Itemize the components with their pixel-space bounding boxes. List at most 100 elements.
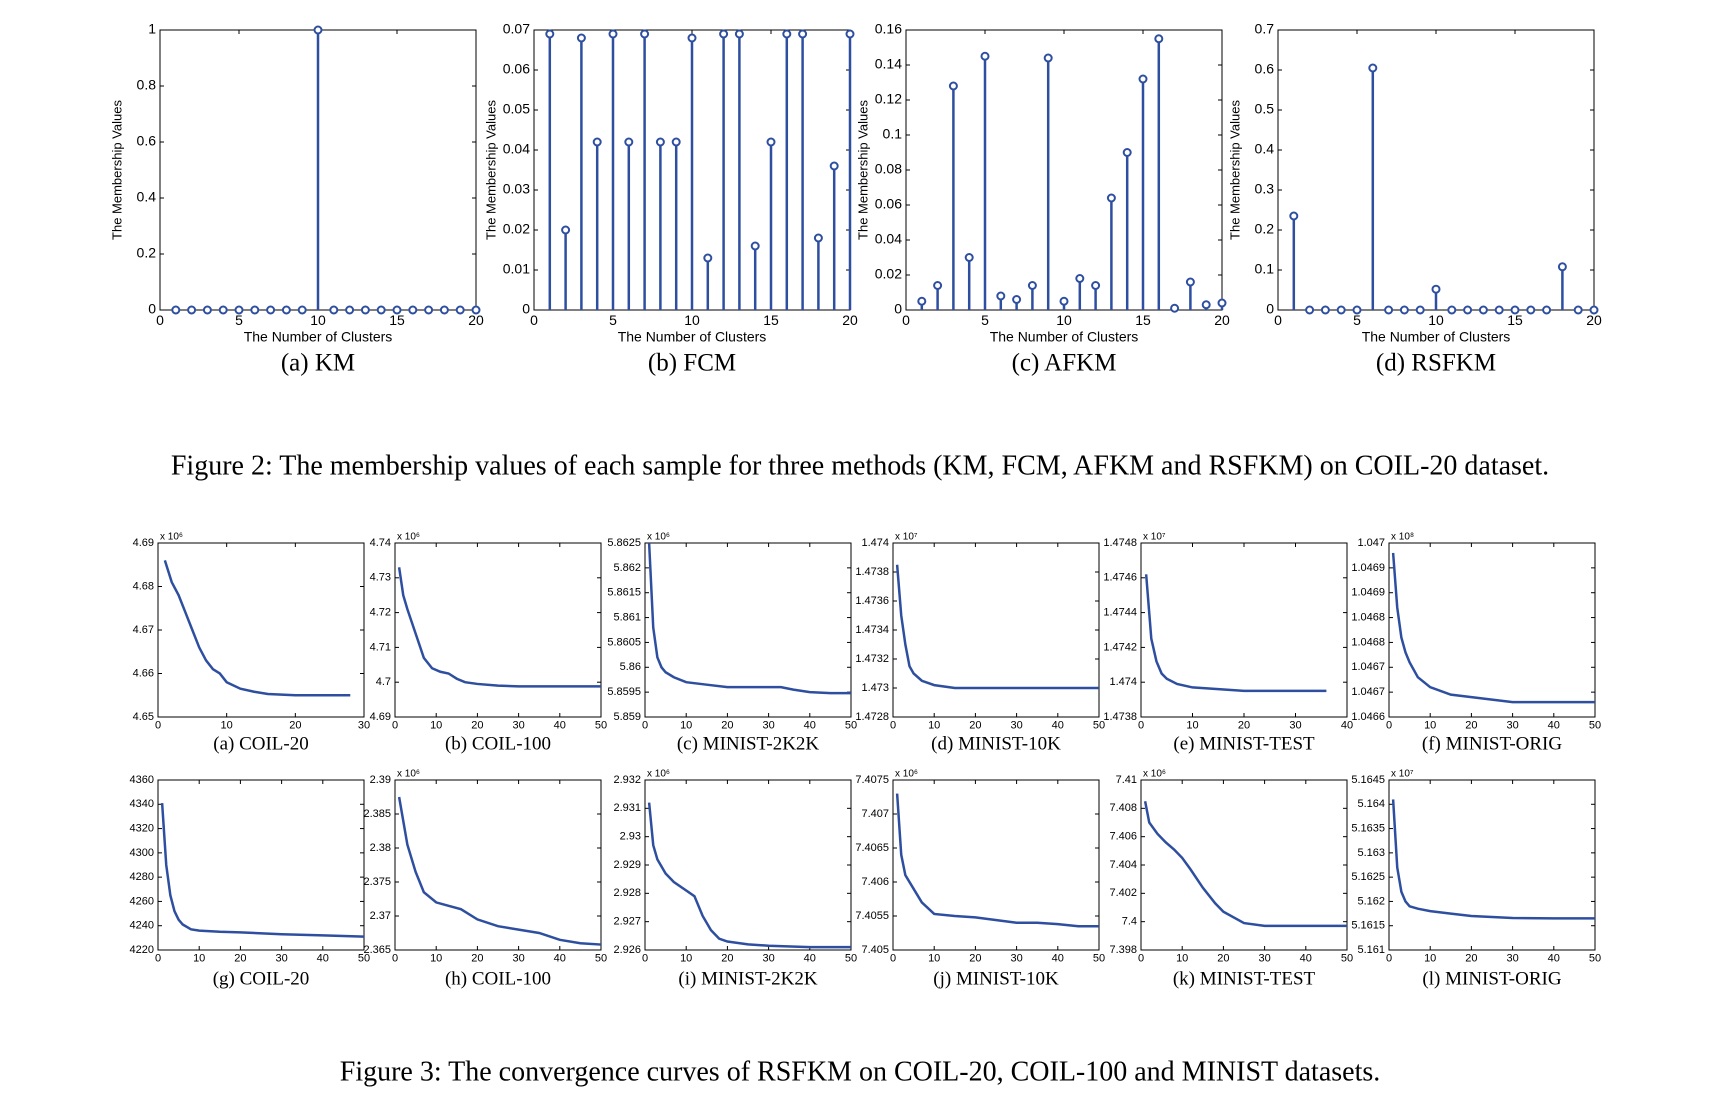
y-multiplier: x 10⁶ [895, 769, 918, 780]
stem-marker [1305, 305, 1315, 315]
y-tick-label: 0.1 [883, 126, 903, 142]
x-tick-label: 15 [1135, 312, 1151, 328]
y-multiplier: x 10⁶ [647, 769, 670, 780]
stem-marker [545, 29, 555, 39]
y-tick-label: 0.07 [503, 21, 530, 37]
stem-marker [392, 305, 402, 315]
y-tick-label: 5.8615 [607, 587, 641, 599]
stem-marker [281, 305, 291, 315]
y-tick-label: 5.859 [613, 711, 641, 723]
chart-caption: (k) MINIST-TEST [1173, 968, 1316, 989]
stem-marker [917, 296, 927, 306]
x-tick-label: 10 [430, 720, 442, 732]
x-tick-label: 40 [1300, 953, 1312, 965]
y-tick-label: 2.39 [370, 774, 391, 786]
y-tick-label: 4.72 [370, 607, 391, 619]
y-tick-label: 5.162 [1357, 895, 1385, 907]
x-tick-label: 20 [969, 953, 981, 965]
axes-box [892, 542, 1100, 718]
x-tick-label: 30 [512, 720, 524, 732]
stem-marker [655, 137, 665, 147]
y-tick-label: 0.01 [503, 261, 530, 277]
x-tick-label: 30 [512, 953, 524, 965]
stem-marker [1384, 305, 1394, 315]
axes-box [394, 779, 602, 951]
stem-marker [1106, 193, 1116, 203]
x-tick-label: 40 [317, 953, 329, 965]
x-tick-label: 30 [1289, 720, 1301, 732]
x-tick-label: 50 [595, 953, 607, 965]
x-tick-label: 20 [1586, 312, 1602, 328]
chart-caption: (i) MINIST-2K2K [678, 968, 817, 989]
y-multiplier: x 10⁸ [1391, 532, 1414, 543]
stem-marker [1185, 277, 1195, 287]
stem-marker [964, 253, 974, 262]
y-tick-label: 5.1645 [1351, 774, 1385, 786]
y-tick-label: 4.69 [133, 537, 154, 549]
x-tick-label: 20 [1465, 953, 1477, 965]
curve [647, 802, 851, 949]
y-tick-label: 4340 [130, 798, 154, 810]
chart-caption: (b) FCM [648, 350, 736, 377]
x-tick-label: 5 [981, 312, 989, 328]
y-tick-label: 0.6 [137, 133, 157, 149]
y-tick-label: 4.69 [370, 711, 391, 723]
y-tick-label: 0.08 [875, 161, 902, 177]
y-tick-label: 2.932 [613, 774, 641, 786]
y-tick-label: 5.8625 [607, 537, 641, 549]
y-tick-label: 1.0468 [1351, 636, 1385, 648]
y-tick-label: 4.68 [133, 580, 154, 592]
y-tick-label: 0 [522, 301, 530, 317]
stem-marker [313, 25, 323, 35]
x-tick-label: 0 [1138, 953, 1144, 965]
x-tick-label: 10 [221, 720, 233, 732]
y-tick-label: 7.41 [1116, 774, 1137, 786]
y-tick-label: 1.4746 [1103, 572, 1137, 584]
curve [895, 564, 1099, 690]
y-tick-label: 4300 [130, 847, 154, 859]
stem-marker [1336, 305, 1346, 315]
stem-marker [1170, 303, 1180, 313]
y-tick-label: 0.06 [875, 196, 902, 212]
y-tick-label: 1.4732 [855, 653, 889, 665]
x-tick-label: 15 [763, 312, 779, 328]
stem-marker [171, 305, 181, 315]
x-tick-label: 0 [155, 720, 161, 732]
x-tick-label: 30 [1010, 720, 1022, 732]
y-tick-label: 0.04 [503, 141, 530, 157]
y-tick-label: 4.74 [370, 537, 391, 549]
stem-marker [424, 305, 434, 315]
stem-marker [640, 29, 650, 39]
y-tick-label: 7.406 [1109, 831, 1137, 843]
y-tick-label: 5.862 [613, 562, 641, 574]
stem-marker [266, 305, 276, 315]
x-tick-label: 50 [1341, 953, 1353, 965]
y-multiplier: x 10⁶ [397, 769, 420, 780]
stem-marker [1494, 305, 1504, 315]
y-tick-label: 5.164 [1357, 798, 1385, 810]
y-tick-label: 5.861 [613, 611, 641, 623]
x-tick-label: 0 [902, 312, 910, 328]
curve [163, 560, 351, 697]
stem-marker [1478, 305, 1488, 315]
x-tick-label: 0 [155, 953, 161, 965]
x-tick-label: 20 [1465, 720, 1477, 732]
y-tick-label: 5.1625 [1351, 871, 1385, 883]
chart-caption: (b) COIL-100 [445, 733, 551, 754]
x-tick-label: 10 [680, 720, 692, 732]
stem-marker [576, 33, 586, 43]
stem-marker [719, 29, 729, 39]
y-multiplier: x 10⁷ [1143, 532, 1166, 543]
y-tick-label: 0.4 [1255, 141, 1275, 157]
chart-caption: (c) AFKM [1012, 350, 1117, 377]
stem-marker [996, 291, 1006, 301]
y-tick-label: 1.4734 [855, 624, 889, 636]
stem-marker [1043, 53, 1053, 63]
y-tick-label: 1.4738 [1103, 711, 1137, 723]
y-tick-label: 0.02 [503, 221, 530, 237]
x-tick-label: 0 [1274, 312, 1282, 328]
x-tick-label: 40 [804, 720, 816, 732]
stem-marker [1557, 262, 1567, 272]
stem-marker [608, 29, 618, 39]
x-tick-label: 50 [1589, 720, 1601, 732]
